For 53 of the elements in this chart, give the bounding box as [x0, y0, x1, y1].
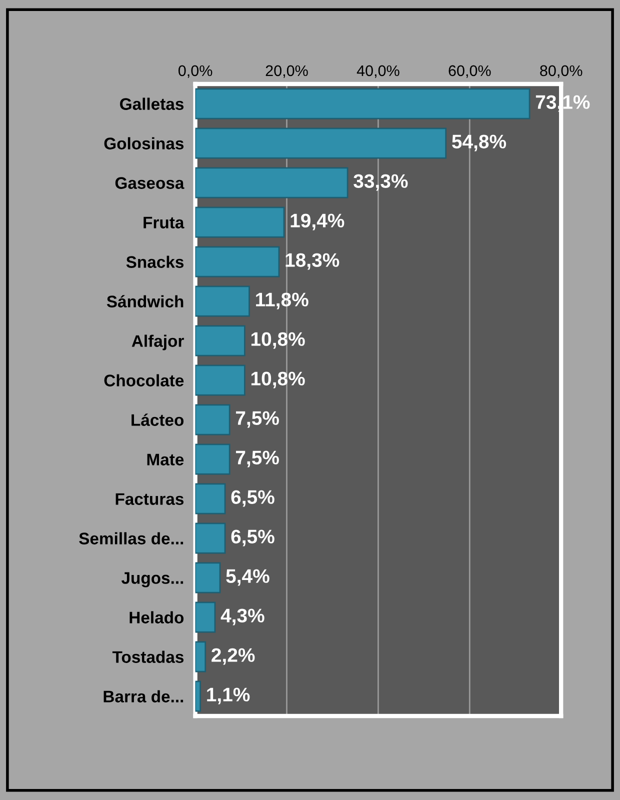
y-tick-label: Chocolate [104, 374, 184, 386]
bar [195, 128, 447, 159]
y-tick-label: Facturas [116, 493, 184, 505]
x-tick-label: 80,0% [540, 65, 582, 78]
bar [195, 562, 221, 594]
bar [195, 483, 226, 514]
data-label: 19,4% [290, 214, 344, 230]
y-tick-label: Golosinas [104, 137, 184, 150]
bar [195, 88, 530, 120]
bar [195, 522, 226, 554]
bar [195, 602, 216, 633]
data-label: 10,8% [251, 332, 305, 349]
y-tick-label: Alfajor [132, 334, 184, 350]
y-tick-label: Jugos... [121, 572, 184, 588]
data-label: 10,8% [251, 372, 305, 388]
bar [195, 680, 202, 712]
x-tick-label: 40,0% [356, 65, 400, 78]
data-label: 7,5% [236, 450, 279, 468]
data-label: 6,5% [231, 490, 274, 507]
data-label: 1,1% [207, 688, 250, 704]
data-label: 18,3% [286, 253, 340, 270]
x-tick-label: 60,0% [448, 65, 491, 78]
y-tick-label: Semillas de... [79, 532, 184, 544]
data-label: 4,3% [220, 608, 264, 626]
y-tick-label: Gaseosa [115, 177, 184, 189]
data-label: 6,5% [231, 530, 274, 546]
data-label: 11,8% [256, 292, 308, 310]
y-tick-label: Mate [147, 454, 184, 466]
bar [195, 444, 230, 475]
bar [195, 404, 230, 436]
bar [195, 364, 246, 396]
y-tick-label: Sándwich [106, 295, 184, 308]
y-tick-label: Barra de... [104, 690, 184, 702]
y-tick-label: Fruta [144, 216, 184, 228]
data-label: 73,1% [536, 95, 590, 112]
bar [195, 167, 348, 198]
x-tick-label: 20,0% [266, 65, 308, 78]
data-label: 7,5% [236, 411, 279, 428]
y-tick-label: Tostadas [112, 650, 184, 663]
bar [195, 286, 250, 317]
bar [195, 246, 280, 278]
bar [195, 641, 206, 672]
y-tick-label: Helado [130, 611, 184, 624]
y-tick-label: Galletas [120, 98, 184, 110]
data-label: 54,8% [452, 134, 506, 152]
bar [195, 325, 246, 356]
data-label: 5,4% [226, 569, 270, 586]
x-tick-label: 0,0% [178, 65, 212, 78]
y-tick-label: Lácteo [132, 414, 184, 426]
y-tick-label: Snacks [126, 256, 184, 268]
bar [195, 206, 285, 238]
data-label: 2,2% [212, 648, 255, 665]
data-label: 33,3% [354, 174, 408, 191]
